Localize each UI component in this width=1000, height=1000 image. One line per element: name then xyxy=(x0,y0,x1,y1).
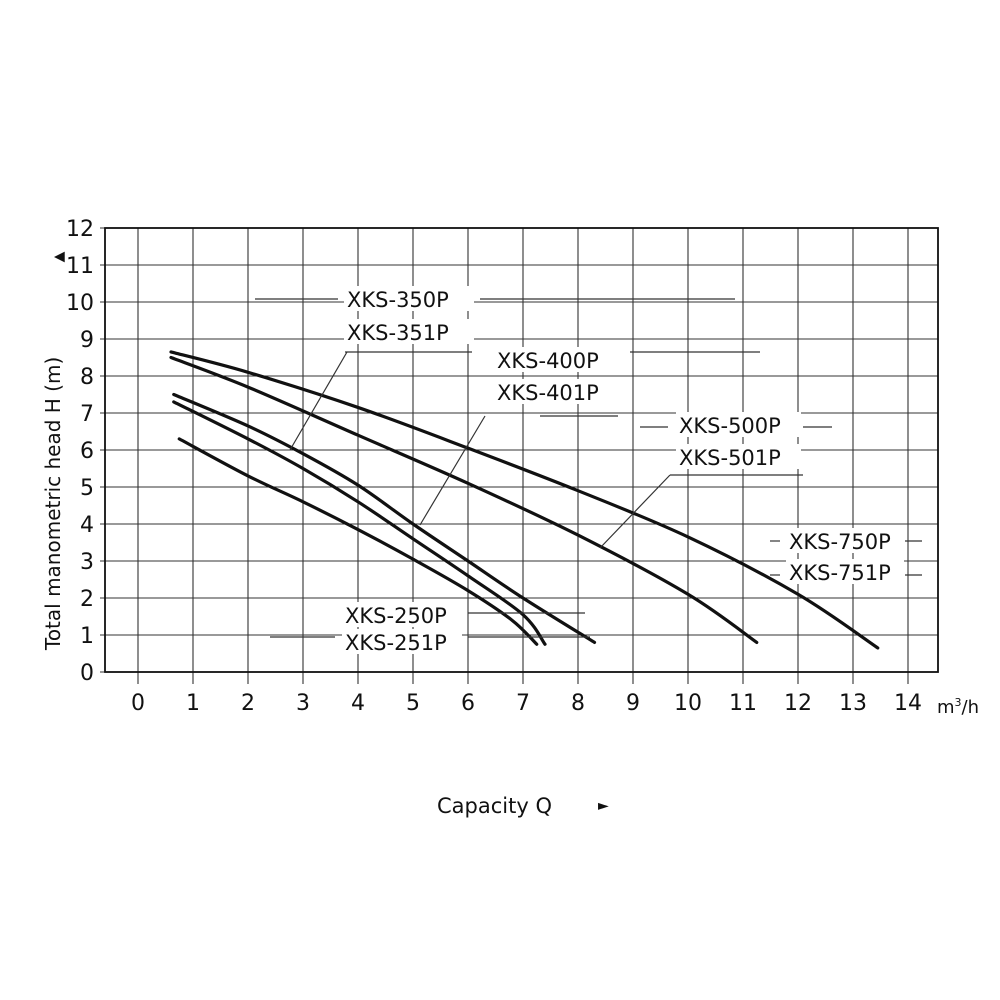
x-tick-label: 0 xyxy=(131,691,145,716)
y-axis-arrow-icon: ▲ xyxy=(51,251,67,262)
curve-label: XKS-350P xyxy=(347,288,449,312)
curve-label: XKS-400P xyxy=(497,349,599,373)
x-tick-label: 1 xyxy=(186,691,200,716)
x-axis-title: Capacity Q xyxy=(437,794,552,818)
curve-label-bg xyxy=(344,286,474,311)
curve-label-bg xyxy=(676,444,801,469)
curve-label-bg xyxy=(786,528,904,553)
x-tick-label: 4 xyxy=(351,691,365,716)
y-tick-label: 3 xyxy=(80,550,94,575)
x-tick-label: 7 xyxy=(516,691,530,716)
curve-label: XKS-401P xyxy=(497,381,599,405)
x-tick-label: 11 xyxy=(729,691,757,716)
curve-series-2 xyxy=(172,400,547,646)
label-leader-line xyxy=(289,351,348,451)
y-tick-label: 8 xyxy=(80,365,94,390)
x-tick-label: 9 xyxy=(626,691,640,716)
curve-labels: XKS-250P XKS-251P XKS-350P XKS-351P XKS-400P… xyxy=(342,286,904,655)
curve-label: XKS-251P xyxy=(345,631,447,655)
y-tick-label: 11 xyxy=(66,254,94,279)
curve-label-bg xyxy=(342,629,462,654)
x-tick-label: 6 xyxy=(461,691,475,716)
label-leader-line xyxy=(599,474,671,549)
y-tick-label: 9 xyxy=(80,328,94,353)
y-tick-label: 1 xyxy=(80,624,94,649)
curve-label-bg xyxy=(342,602,462,627)
curve-series-5 xyxy=(169,350,880,650)
curve-label-bg xyxy=(786,559,904,584)
plot-frame xyxy=(104,227,939,673)
x-tick-label: 13 xyxy=(839,691,867,716)
curve-label: XKS-750P xyxy=(789,530,891,554)
curves xyxy=(169,350,880,650)
x-tick-label: 12 xyxy=(784,691,812,716)
y-tick-label: 5 xyxy=(80,476,94,501)
x-axis-arrow-icon: ► xyxy=(598,798,609,814)
curve-label: XKS-250P xyxy=(345,604,447,628)
y-tick-label: 2 xyxy=(80,587,94,612)
x-tick-label: 2 xyxy=(241,691,255,716)
curve-series-1 xyxy=(177,437,539,646)
x-tick-label: 3 xyxy=(296,691,310,716)
x-tick-label: 5 xyxy=(406,691,420,716)
y-tick-label: 12 xyxy=(66,217,94,242)
curve-label-bg xyxy=(494,347,619,372)
y-tick-label: 10 xyxy=(66,291,94,316)
x-tick-label: 10 xyxy=(674,691,702,716)
x-axis-unit: m3/h xyxy=(937,696,979,718)
grid xyxy=(100,227,939,684)
curve-series-4 xyxy=(169,355,759,644)
x-tick-label: 8 xyxy=(571,691,585,716)
y-tick-label: 0 xyxy=(80,661,94,686)
curve-series-3 xyxy=(172,392,597,644)
y-tick-label: 6 xyxy=(80,439,94,464)
y-tick-label: 4 xyxy=(80,513,94,538)
x-tick-label: 14 xyxy=(894,691,922,716)
curve-label-bg xyxy=(344,319,474,344)
curve-label: XKS-351P xyxy=(347,321,449,345)
curve-label: XKS-500P xyxy=(679,414,781,438)
label-leaders xyxy=(255,298,922,638)
curve-label: XKS-501P xyxy=(679,446,781,470)
curve-label-bg xyxy=(676,412,801,437)
curve-label: XKS-751P xyxy=(789,561,891,585)
label-leader-line xyxy=(419,415,486,526)
curve-label-bg xyxy=(494,379,619,404)
y-tick-label: 7 xyxy=(80,402,94,427)
y-axis-title: Total manometric head H (m) xyxy=(41,357,65,651)
